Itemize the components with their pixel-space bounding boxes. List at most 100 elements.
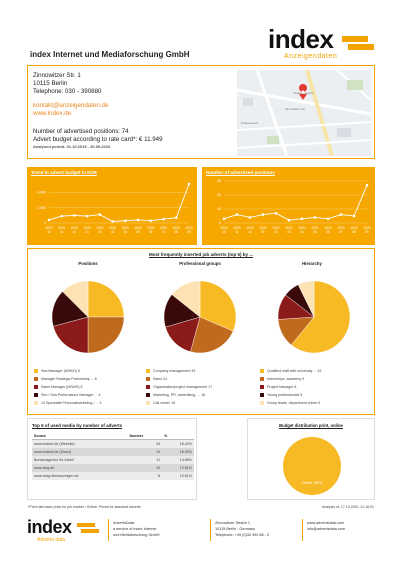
x-tick-label: 05 (313, 230, 317, 234)
x-tick-label: 07 (162, 230, 166, 234)
top5-media-box: Top 5 of used media by number of adverts… (27, 418, 197, 500)
data-point (365, 183, 369, 187)
data-point (149, 219, 153, 223)
budget-trend-chart: 02,0004,00020191020191120191220200120200… (37, 182, 193, 234)
x-tick-label: 2020 (147, 226, 154, 230)
legend-item: Sea Manager (M/W/D) 6 (34, 367, 101, 375)
pie-title-positions: Positions (78, 261, 98, 266)
pie-slice (199, 280, 237, 332)
legend-item: Company management 33 (146, 367, 212, 375)
y-tick-label: 0 (219, 221, 221, 225)
stats-block: Number of advertised positions: 74 Adver… (33, 128, 163, 150)
map-label: Chausseestr. (241, 121, 259, 125)
footer-email-link[interactable]: info@advertsdata.com (307, 527, 346, 531)
website-link[interactable]: www.index.de (33, 110, 72, 117)
table-row: www.ebay-kleinanzeigen.de 8 10.81% (32, 472, 194, 480)
legend-swatch (146, 369, 150, 373)
top5-pies-box: Most frequently inserted job adverts (to… (27, 248, 375, 415)
footer-website-link[interactable]: www.advertsdata.com (307, 521, 345, 525)
x-tick-label: 01 (261, 230, 265, 234)
legend-label: Project Manager 8 (267, 385, 297, 389)
location-map[interactable]: Invalidenstraße Zinnowitzer Str. Chausse… (237, 70, 371, 156)
footer-logo: index Adverts data (27, 518, 99, 544)
percent-cell: 10.81% (162, 472, 194, 480)
legend-label: Young professionals 5 (267, 393, 303, 397)
legend-item: Sales 24 (146, 375, 212, 383)
percent-cell: 13.51% (162, 464, 194, 472)
analysis-date: Analysis of: 17.10.2020, 21:16:01 (322, 505, 374, 509)
positions-trend-panel: Number of advertised positions 0 10 20 30 20… (202, 167, 375, 245)
company-name: index Internet und Mediaforschung GmbH (30, 50, 190, 59)
data-point (73, 214, 76, 217)
legend-label: Manager Strategic Partnership ... 6 (41, 377, 97, 381)
legend-swatch (260, 369, 264, 373)
table-title: Top 5 of used media by number of adverts (32, 423, 123, 428)
x-tick-label: 10 (222, 230, 226, 234)
table-row: www.indeed.de (Direct) 14 18.92% (32, 448, 194, 456)
legend-item: Group leads, department chiefs 5 (260, 399, 321, 407)
legend-item: 14 Spezialist Personalmarketing / ... 3 (34, 399, 101, 407)
street: Zinnowitzer Str. 1 (33, 72, 81, 79)
x-tick-label: 06 (149, 230, 153, 234)
number-cell: 14 (127, 448, 163, 456)
y-tick-label: 10 (217, 207, 221, 211)
footer-line: Zinnowitzer Straße 1 (215, 521, 251, 525)
data-point (300, 217, 304, 221)
legend-swatch (146, 401, 150, 405)
pie-positions (51, 280, 125, 354)
series-line (48, 183, 190, 222)
footer-company: AdvertsData: a service of index Internet… (113, 520, 159, 538)
map-label: Zinnowitzer Str. (285, 107, 306, 111)
budget-slice-online (283, 437, 341, 495)
logo-bar (77, 523, 95, 527)
data-point (47, 218, 51, 222)
pie-title-groups: Professional groups (179, 261, 221, 266)
footer-line: AdvertsData: (113, 521, 135, 525)
x-tick-label: 2019 (71, 226, 78, 230)
footer-line: a service of index Internet (113, 527, 157, 531)
data-point (352, 214, 356, 218)
panel-title: Trend in advert budget in EUR (31, 170, 97, 175)
x-tick-label: 11 (60, 230, 64, 234)
x-tick-label: 03 (287, 230, 291, 234)
legend-positions: Sea Manager (M/W/D) 6 Manager Strategic P… (34, 367, 101, 407)
advert-budget: Advert budget according to rate card*: €… (33, 136, 163, 143)
budget-trend-panel: Trend in advert budget in EUR 0 2,000 4,00… (27, 167, 197, 245)
legend-swatch (260, 393, 264, 397)
x-tick-label: 06 (326, 230, 330, 234)
pie-slice (62, 280, 89, 318)
data-point (124, 219, 127, 223)
source-cell: Bundesagentur für Arbeit (32, 456, 128, 464)
source-cell: www.indeed.de (Website) (32, 439, 128, 448)
footer-divider (108, 519, 109, 541)
x-tick-label: 2020 (84, 226, 91, 230)
legend-hierarchy: Qualified staff with university ... 42 In… (260, 367, 321, 407)
email-link[interactable]: kontakt@anzeigendaten.de (33, 102, 109, 109)
x-tick-label: 2020 (96, 226, 103, 230)
budget-title: Budget distribution print, online (279, 423, 343, 428)
x-tick-label: 2020 (285, 226, 292, 230)
percent-cell: 18.42% (162, 439, 194, 448)
legend-item: Marketing, PR, advertising, ... 16 (146, 391, 212, 399)
data-point (248, 216, 252, 219)
legend-swatch (260, 377, 264, 381)
x-tick-label: 2019 (220, 226, 227, 230)
logo-bar (81, 529, 99, 533)
series-line (223, 185, 368, 221)
pie-slice (171, 280, 201, 318)
top5-media-table: Source Number % www.indeed.de (Website) 3… (32, 432, 194, 480)
y-tick-label: 0 (44, 221, 46, 225)
x-tick-label: 2020 (324, 226, 331, 230)
x-tick-label: 02 (274, 230, 278, 234)
legend-item: Seo / Sea Performance Manager ... 4 (34, 391, 101, 399)
data-point (274, 211, 278, 215)
pie-slice (87, 316, 125, 354)
footnote: *Print rate basic price for job market •… (28, 505, 141, 509)
footer-divider (302, 519, 303, 541)
x-tick-label: 05 (136, 230, 140, 234)
legend-label: Seo / Sea Performance Manager ... 4 (41, 393, 101, 397)
x-tick-label: 2020 (185, 226, 192, 230)
x-tick-label: 2019 (45, 226, 52, 230)
number-cell: 11 (127, 456, 163, 464)
x-tick-label: 2019 (58, 226, 65, 230)
